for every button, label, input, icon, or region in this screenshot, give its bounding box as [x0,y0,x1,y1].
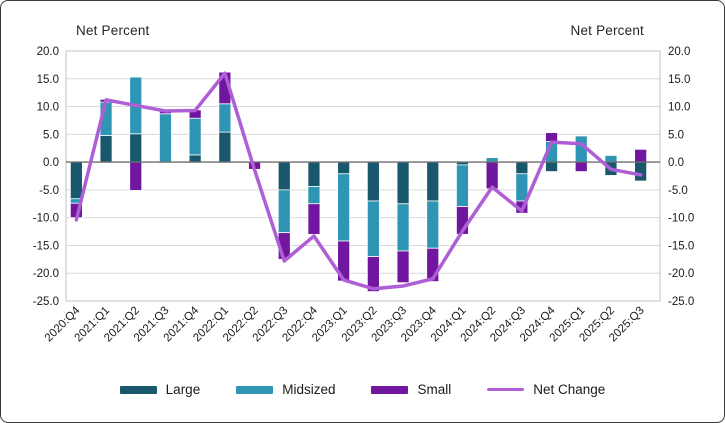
bar-segment-midsized [604,155,618,163]
bar-segment-midsized [307,186,321,205]
legend-swatch-net-change [487,387,525,392]
bar-segment-large [99,135,113,163]
y-axis-label-left: 0.0 [43,157,59,169]
legend-swatch-large [119,385,157,394]
y-axis-label-right: 15.0 [668,74,690,86]
bar-segment-small [574,161,588,172]
bar-segment-midsized [218,103,232,133]
bar-segment-midsized [426,200,440,249]
bar-segment-small [307,203,321,235]
y-axis-label-left: -15.0 [33,240,59,252]
y-axis-label-left: -25.0 [33,296,59,308]
bar-segment-large [188,154,202,163]
legend-swatch-small [371,385,409,394]
plot-border [65,50,661,302]
legend-swatch-midsized [236,385,274,394]
legend-item-large: Large [119,382,201,397]
bar-segment-midsized [337,173,351,242]
y-axis-label-left: 10.0 [37,102,59,114]
bar-segment-large [69,161,83,200]
bar-segment-large [218,131,232,163]
bar-segment-small [634,148,648,163]
bar-segment-midsized [188,117,202,156]
right-axis-title: Net Percent [570,23,644,38]
y-axis-label-left: -20.0 [33,268,59,280]
y-axis-label-left: 5.0 [43,129,59,141]
bar-segment-large [545,161,558,172]
bar-segment-large [634,161,648,182]
net-change-line [74,71,643,291]
y-axis-label-right: 10.0 [668,102,690,114]
bar-segment-large [366,161,380,202]
y-axis-label-left: -5.0 [39,185,59,197]
left-axis-title: Net Percent [76,23,150,38]
y-axis-label-right: -5.0 [668,185,688,197]
y-axis-label-left: 20.0 [37,46,59,58]
bar-segment-small [485,161,499,190]
y-axis-label-right: 0.0 [668,157,684,169]
y-axis-label-right: -10.0 [668,213,694,225]
y-axis-label-right: -15.0 [668,240,694,252]
bar-segment-large [337,161,351,175]
bar-segment-midsized [456,164,469,207]
bar-segment-large [396,161,410,205]
bar-segment-small [129,161,143,191]
bar-segment-large [426,161,440,202]
bar-segment-large [515,161,529,175]
bar-segment-midsized [277,189,291,234]
bar-segment-large [277,161,291,191]
bar-segment-midsized [159,113,172,163]
bar-segment-small [545,132,558,142]
bar-segment-large [307,161,321,187]
y-axis-label-right: 20.0 [668,46,690,58]
legend-label-net-change: Net Change [533,382,606,397]
bar-segment-small [396,250,410,284]
bar-segment-small [366,256,380,292]
legend-label-large: Large [165,382,201,397]
bar-segment-large [129,133,143,163]
y-axis-label-right: -20.0 [668,268,694,280]
bar-segment-midsized [396,203,410,252]
legend-item-midsized: Midsized [236,382,335,397]
legend-item-small: Small [371,382,451,397]
bar-segment-midsized [366,200,380,257]
legend-item-net-change: Net Change [487,382,605,397]
y-axis-label-left: 15.0 [37,74,59,86]
legend: Large Midsized Small Net Change [1,382,724,397]
y-axis-label-right: -25.0 [668,296,694,308]
legend-label-small: Small [417,382,452,397]
y-axis-label-right: 5.0 [668,129,684,141]
legend-label-midsized: Midsized [282,382,336,397]
y-axis-label-left: -10.0 [33,213,59,225]
